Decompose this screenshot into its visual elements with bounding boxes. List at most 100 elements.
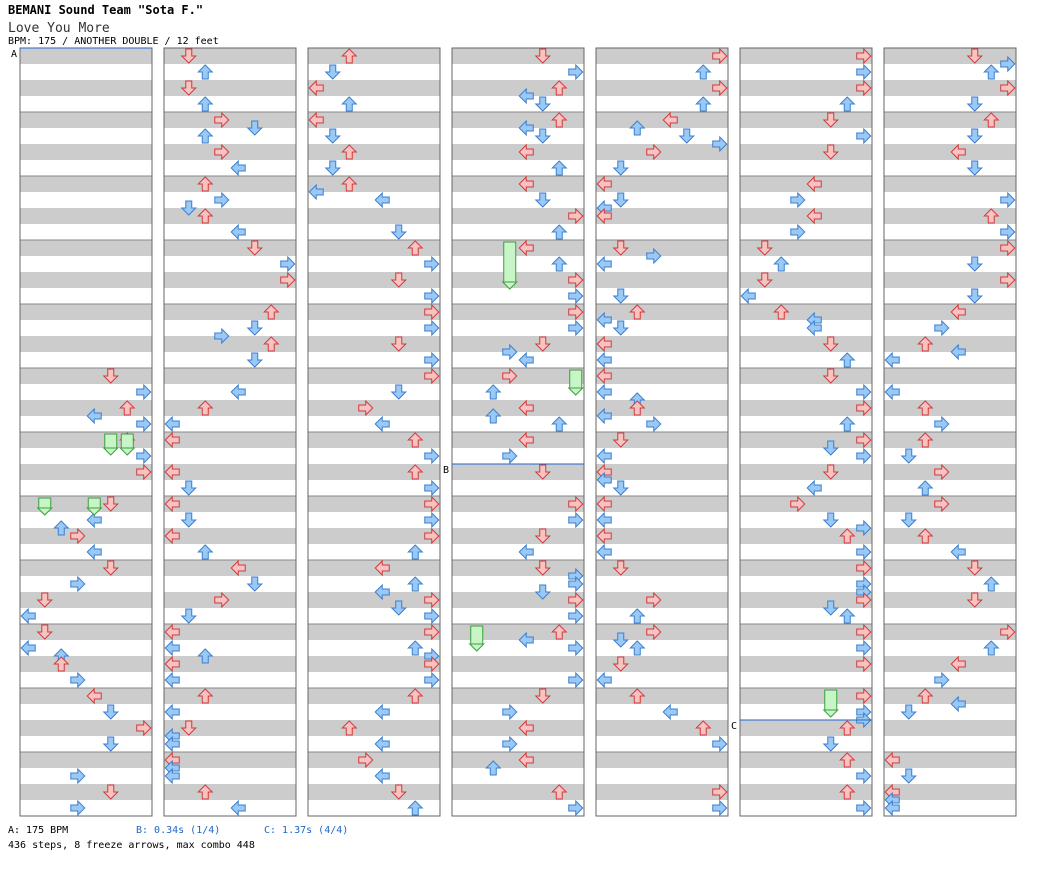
step-arrow [839, 352, 856, 368]
column-frame [883, 47, 1017, 817]
stripe [452, 560, 584, 576]
step-arrow [358, 751, 374, 769]
step-arrow [341, 720, 358, 736]
step-arrow [407, 240, 424, 256]
step-arrow [934, 495, 950, 513]
stripe [308, 176, 440, 192]
freeze-arrow [822, 689, 839, 718]
step-arrow [712, 735, 728, 753]
step-arrow [900, 768, 917, 784]
step-arrow [324, 160, 341, 176]
step-arrow [341, 96, 358, 112]
step-arrow [214, 591, 230, 609]
step-arrow [695, 96, 712, 112]
stripe [308, 752, 440, 768]
stripe [596, 528, 728, 544]
step-arrow [983, 640, 1000, 656]
stripe [884, 496, 1016, 512]
stripe [164, 752, 296, 768]
step-arrow [197, 208, 214, 224]
step-arrow [712, 135, 728, 153]
stripe [884, 208, 1016, 224]
step-arrow [900, 448, 917, 464]
step-arrow [197, 128, 214, 144]
step-arrow [856, 767, 872, 785]
step-arrow [214, 327, 230, 345]
stripe [740, 144, 872, 160]
step-arrow [518, 399, 534, 417]
stripe [740, 688, 872, 704]
step-arrow [1000, 239, 1016, 257]
step-arrow [822, 144, 839, 160]
chart-meta: BPM: 175 / ANOTHER DOUBLE / 12 feet [8, 36, 219, 47]
stripe [596, 304, 728, 320]
step-arrow [695, 64, 712, 80]
stripe [596, 112, 728, 128]
stripe [20, 144, 152, 160]
step-arrow [534, 128, 551, 144]
step-arrow [341, 144, 358, 160]
step-arrow [822, 112, 839, 128]
stripe [740, 304, 872, 320]
step-arrow [518, 239, 534, 257]
step-arrow [646, 143, 662, 161]
step-arrow [424, 671, 440, 689]
step-arrow [164, 639, 180, 657]
stripe [740, 752, 872, 768]
step-arrow [966, 560, 983, 576]
stripe [20, 688, 152, 704]
stripe [20, 240, 152, 256]
stripe [740, 432, 872, 448]
arrows [20, 47, 1016, 817]
column-frame [451, 47, 585, 817]
stripe [452, 272, 584, 288]
stripe [596, 784, 728, 800]
step-arrow [1000, 191, 1016, 209]
step-arrow [1000, 623, 1016, 641]
step-arrow [983, 576, 1000, 592]
step-arrow [662, 111, 678, 129]
step-arrow [164, 463, 180, 481]
stripe [452, 336, 584, 352]
step-arrow [917, 400, 934, 416]
step-arrow [407, 576, 424, 592]
step-arrow [966, 128, 983, 144]
step-arrow [983, 112, 1000, 128]
stripe [164, 624, 296, 640]
stripe [308, 688, 440, 704]
step-arrow [712, 47, 728, 65]
stripe [452, 656, 584, 672]
stripe [308, 208, 440, 224]
stripe [20, 112, 152, 128]
stripe [164, 496, 296, 512]
step-arrow [374, 735, 390, 753]
step-arrow [70, 671, 86, 689]
stripe [884, 560, 1016, 576]
stripe [884, 752, 1016, 768]
stripe [164, 144, 296, 160]
step-arrow [407, 640, 424, 656]
step-arrow [646, 591, 662, 609]
step-arrow [856, 47, 872, 65]
step-arrow [86, 407, 102, 425]
step-arrow [678, 128, 695, 144]
stripe [596, 48, 728, 64]
step-arrow [695, 720, 712, 736]
step-arrow [308, 183, 324, 201]
stripe [452, 176, 584, 192]
step-arrow [214, 191, 230, 209]
stripe [308, 400, 440, 416]
freeze-arrow [102, 433, 119, 456]
step-arrow [596, 671, 612, 689]
step-arrow [806, 479, 822, 497]
step-arrow [308, 111, 324, 129]
stripe [452, 432, 584, 448]
step-arrow [53, 520, 70, 536]
step-arrow [790, 495, 806, 513]
stripe [164, 528, 296, 544]
stripe [452, 240, 584, 256]
step-arrow [839, 96, 856, 112]
step-arrow [390, 272, 407, 288]
step-arrow [884, 799, 900, 817]
